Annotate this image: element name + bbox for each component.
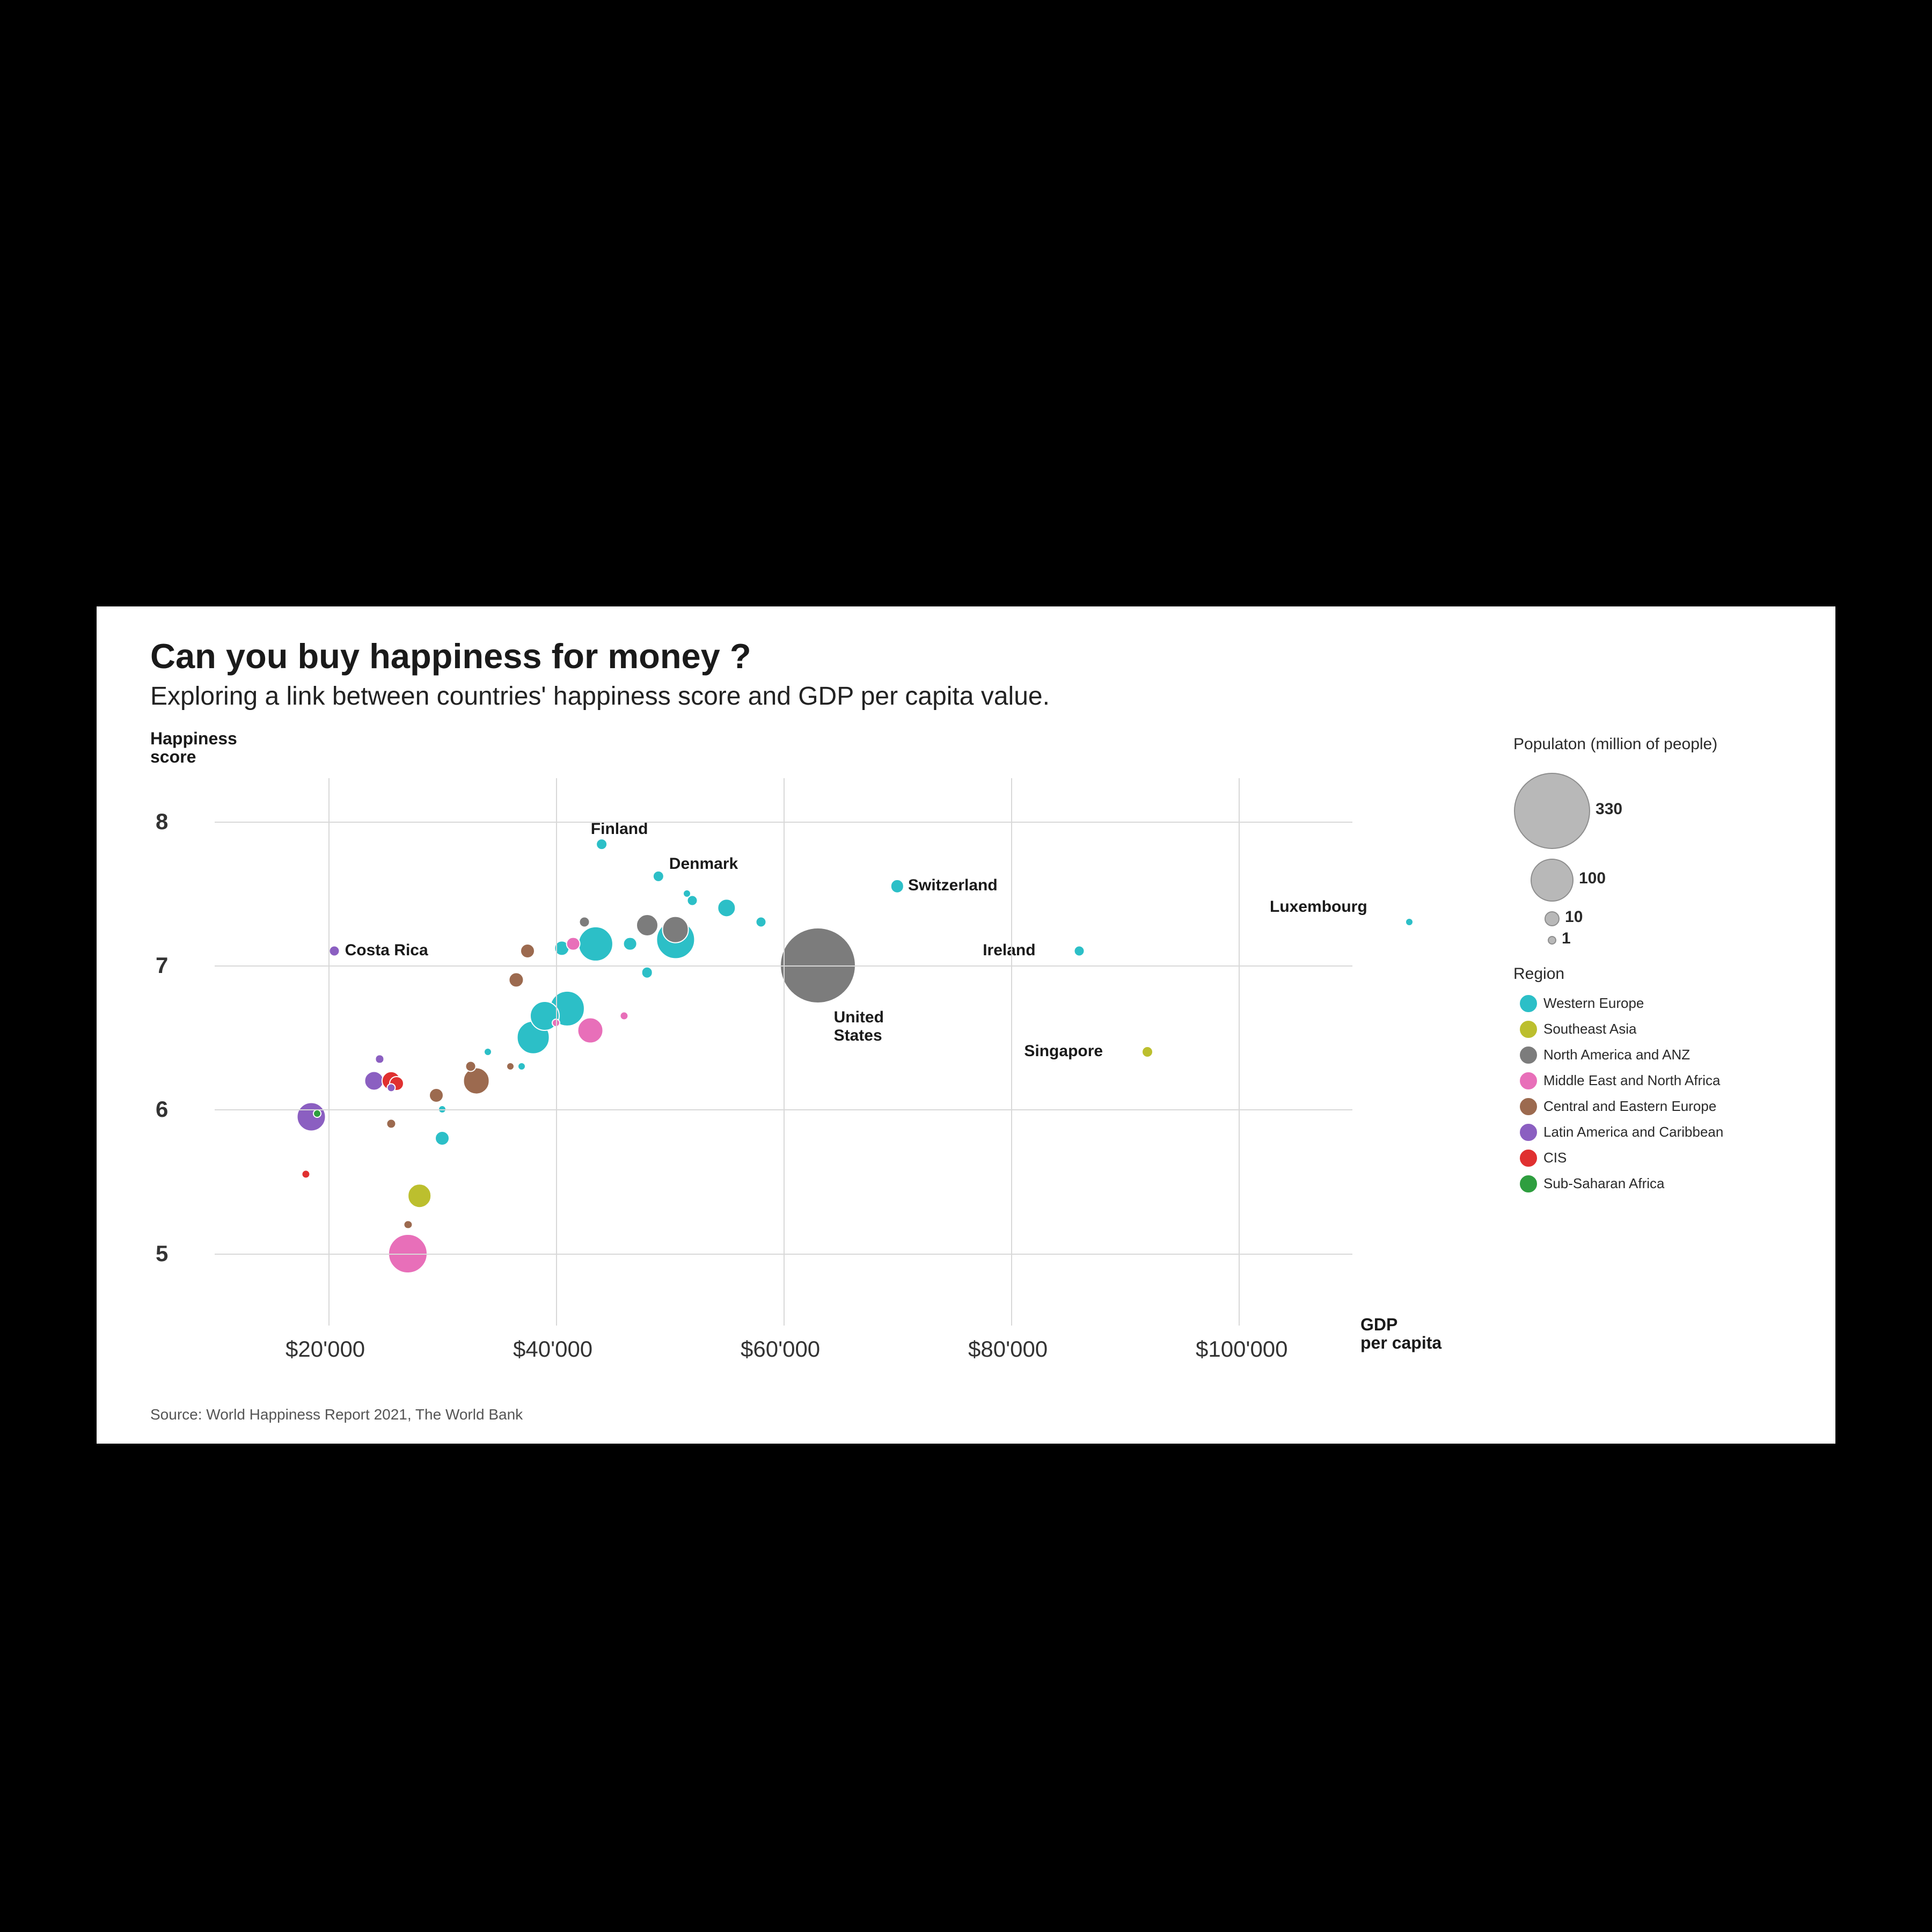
data-point	[755, 917, 766, 928]
region-legend-label: Sub-Saharan Africa	[1543, 1175, 1664, 1192]
y-tick-label: 5	[156, 1241, 168, 1267]
data-point	[717, 898, 736, 917]
data-point-label: UnitedStates	[834, 1008, 884, 1045]
data-point	[463, 1067, 490, 1094]
y-tick-label: 6	[156, 1096, 168, 1122]
data-point	[297, 1102, 326, 1131]
chart-title: Can you buy happiness for money ?	[150, 636, 751, 676]
data-point	[890, 879, 904, 893]
size-legend-title: Populaton (million of people)	[1513, 735, 1717, 753]
data-point	[435, 1131, 450, 1146]
region-legend-swatch	[1519, 1148, 1538, 1168]
data-point-label: Singapore	[1024, 1042, 1103, 1060]
chart-subtitle: Exploring a link between countries' happ…	[150, 682, 1050, 711]
data-point	[623, 936, 637, 951]
stage: Can you buy happiness for money ? Explor…	[0, 0, 1932, 1932]
size-legend-swatch	[1531, 859, 1574, 902]
gridline-x	[556, 778, 557, 1326]
data-point	[484, 1048, 492, 1056]
x-tick-label: $100'000	[1196, 1336, 1288, 1362]
data-point-label: Ireland	[983, 941, 1035, 960]
data-point	[386, 1119, 396, 1129]
region-legend-swatch	[1519, 994, 1538, 1013]
data-point	[662, 916, 689, 943]
size-legend-label: 10	[1565, 908, 1583, 926]
region-legend-label: Middle East and North Africa	[1543, 1072, 1721, 1089]
data-point	[404, 1220, 413, 1230]
data-point	[579, 917, 590, 928]
region-legend-swatch	[1519, 1097, 1538, 1116]
size-legend-swatch	[1548, 936, 1556, 945]
gridline-x	[1011, 778, 1012, 1326]
data-point	[375, 1055, 384, 1064]
data-point	[596, 839, 608, 851]
size-legend-swatch	[1514, 773, 1590, 849]
data-point	[465, 1060, 477, 1072]
region-legend-label: CIS	[1543, 1150, 1567, 1166]
data-point	[301, 1170, 310, 1179]
data-point	[653, 870, 664, 882]
y-axis-title: Happinessscore	[150, 730, 237, 766]
region-legend-swatch	[1519, 1123, 1538, 1142]
data-point-label: Costa Rica	[345, 941, 428, 960]
x-axis-title: GDPper capita	[1360, 1316, 1441, 1352]
data-point	[517, 1062, 526, 1071]
region-legend-label: Southeast Asia	[1543, 1021, 1636, 1037]
size-legend-swatch	[1545, 911, 1560, 926]
gridline-x	[1239, 778, 1240, 1326]
data-point	[429, 1088, 444, 1103]
data-point	[407, 1184, 432, 1209]
gridline-x	[784, 778, 785, 1326]
size-legend-label: 100	[1579, 869, 1606, 888]
size-legend-label: 330	[1596, 800, 1622, 818]
x-tick-label: $80'000	[968, 1336, 1048, 1362]
y-tick-label: 8	[156, 809, 168, 835]
region-legend-swatch	[1519, 1174, 1538, 1194]
region-legend-swatch	[1519, 1045, 1538, 1065]
region-legend-title: Region	[1513, 965, 1564, 983]
data-point	[566, 936, 580, 951]
region-legend-swatch	[1519, 1020, 1538, 1039]
data-point	[328, 946, 340, 957]
x-tick-label: $60'000	[741, 1336, 820, 1362]
data-point	[313, 1109, 321, 1118]
region-legend-label: Latin America and Caribbean	[1543, 1124, 1723, 1140]
source-text: Source: World Happiness Report 2021, The…	[150, 1406, 523, 1423]
data-point	[508, 972, 524, 987]
region-legend-swatch	[1519, 1071, 1538, 1091]
size-legend-label: 1	[1562, 930, 1571, 948]
data-point	[520, 943, 535, 958]
region-legend-label: Western Europe	[1543, 995, 1644, 1012]
region-legend-label: North America and ANZ	[1543, 1046, 1690, 1063]
data-point	[1074, 946, 1085, 957]
data-point	[636, 914, 658, 936]
data-point	[1405, 918, 1414, 926]
y-tick-label: 7	[156, 953, 168, 978]
data-point-label: Luxembourg	[1270, 898, 1367, 916]
data-point	[641, 967, 653, 979]
data-point	[506, 1062, 515, 1071]
data-point	[683, 889, 691, 898]
data-point-label: Finland	[591, 820, 648, 838]
data-point	[386, 1084, 396, 1093]
x-tick-label: $20'000	[286, 1336, 365, 1362]
region-legend-label: Central and Eastern Europe	[1543, 1098, 1716, 1115]
x-tick-label: $40'000	[513, 1336, 592, 1362]
chart-card: Can you buy happiness for money ? Explor…	[97, 606, 1835, 1444]
data-point	[578, 926, 613, 962]
data-point	[620, 1011, 629, 1020]
gridline-x	[328, 778, 330, 1326]
data-point-label: Switzerland	[908, 876, 998, 895]
data-point	[577, 1017, 603, 1043]
data-point-label: Denmark	[669, 855, 738, 873]
data-point	[1141, 1046, 1153, 1058]
